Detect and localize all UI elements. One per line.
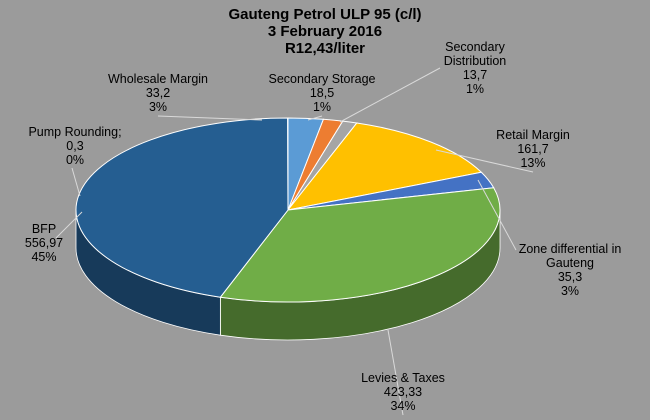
pie-slice-levies-taxes (219, 187, 501, 303)
leader-line-wholesale-margin (157, 115, 263, 121)
data-label-secondary-storage: Secondary Storage 18,5 1% (262, 72, 382, 114)
leader-line-secondary-distribution (339, 67, 441, 123)
data-label-percent: 34% (390, 399, 416, 413)
data-label-name: Secondary (445, 40, 505, 54)
data-label-percent: 3% (560, 284, 580, 298)
data-label-value: 161,7 (517, 142, 549, 156)
data-label-name: Pump Rounding; (28, 125, 122, 139)
data-label-value: 0,3 (66, 139, 84, 153)
leader-line-pump-rounding (71, 167, 81, 197)
leader-line-secondary-storage (307, 115, 323, 121)
data-label-value: 33,2 (145, 86, 171, 100)
data-label-zone-differential-in-gauteng: Zone differential in Gauteng 35,3 3% (505, 242, 635, 298)
leader-lines (55, 67, 534, 416)
data-label-percent: 0% (65, 153, 85, 167)
data-label-name: Wholesale Margin (107, 72, 209, 86)
data-label-levies-taxes: Levies & Taxes 423,33 34% (348, 371, 458, 413)
chart-title-line-2: 3 February 2016 (267, 23, 383, 40)
leader-line-levies-taxes (387, 329, 404, 416)
data-label-value: 556,97 (24, 236, 64, 250)
pie-slice-bfp (75, 117, 289, 298)
pie-slice-retail-margin (286, 122, 483, 211)
data-label-value: 423,33 (383, 385, 423, 399)
leader-line-zone-differential-in-gauteng (477, 179, 517, 251)
data-label-pump-rounding: Pump Rounding; 0,3 0% (20, 125, 130, 167)
data-label-retail-margin: Retail Margin 161,7 13% (478, 128, 588, 170)
data-label-value: 18,5 (309, 86, 335, 100)
data-label-name: Gauteng (546, 256, 594, 270)
chart-title-line-1: Gauteng Petrol ULP 95 (c/l) (228, 6, 422, 23)
data-label-percent: 3% (148, 100, 168, 114)
data-label-name: Secondary Storage (268, 72, 376, 86)
leader-line-bfp (55, 211, 83, 239)
data-label-secondary-distribution: Secondary Distribution 13,7 1% (420, 40, 530, 96)
data-label-percent: 1% (465, 82, 485, 96)
data-label-value: 35,3 (557, 270, 583, 284)
data-label-percent: 13% (520, 156, 546, 170)
data-label-bfp: BFP 556,97 45% (14, 222, 74, 264)
pie-top-layer (75, 117, 501, 303)
data-label-name: Distribution (443, 54, 507, 68)
leader-line-retail-margin (435, 149, 534, 173)
data-label-value: 13,7 (462, 68, 488, 82)
data-label-percent: 1% (312, 100, 332, 114)
data-label-name: Zone differential in (518, 242, 622, 256)
chart-title-line-3: R12,43/liter (284, 40, 366, 57)
data-label-name: Levies & Taxes (361, 371, 445, 385)
data-label-wholesale-margin: Wholesale Margin 33,2 3% (98, 72, 218, 114)
data-label-name: Retail Margin (496, 128, 570, 142)
data-label-name: BFP (31, 222, 57, 236)
data-label-percent: 45% (31, 250, 57, 264)
